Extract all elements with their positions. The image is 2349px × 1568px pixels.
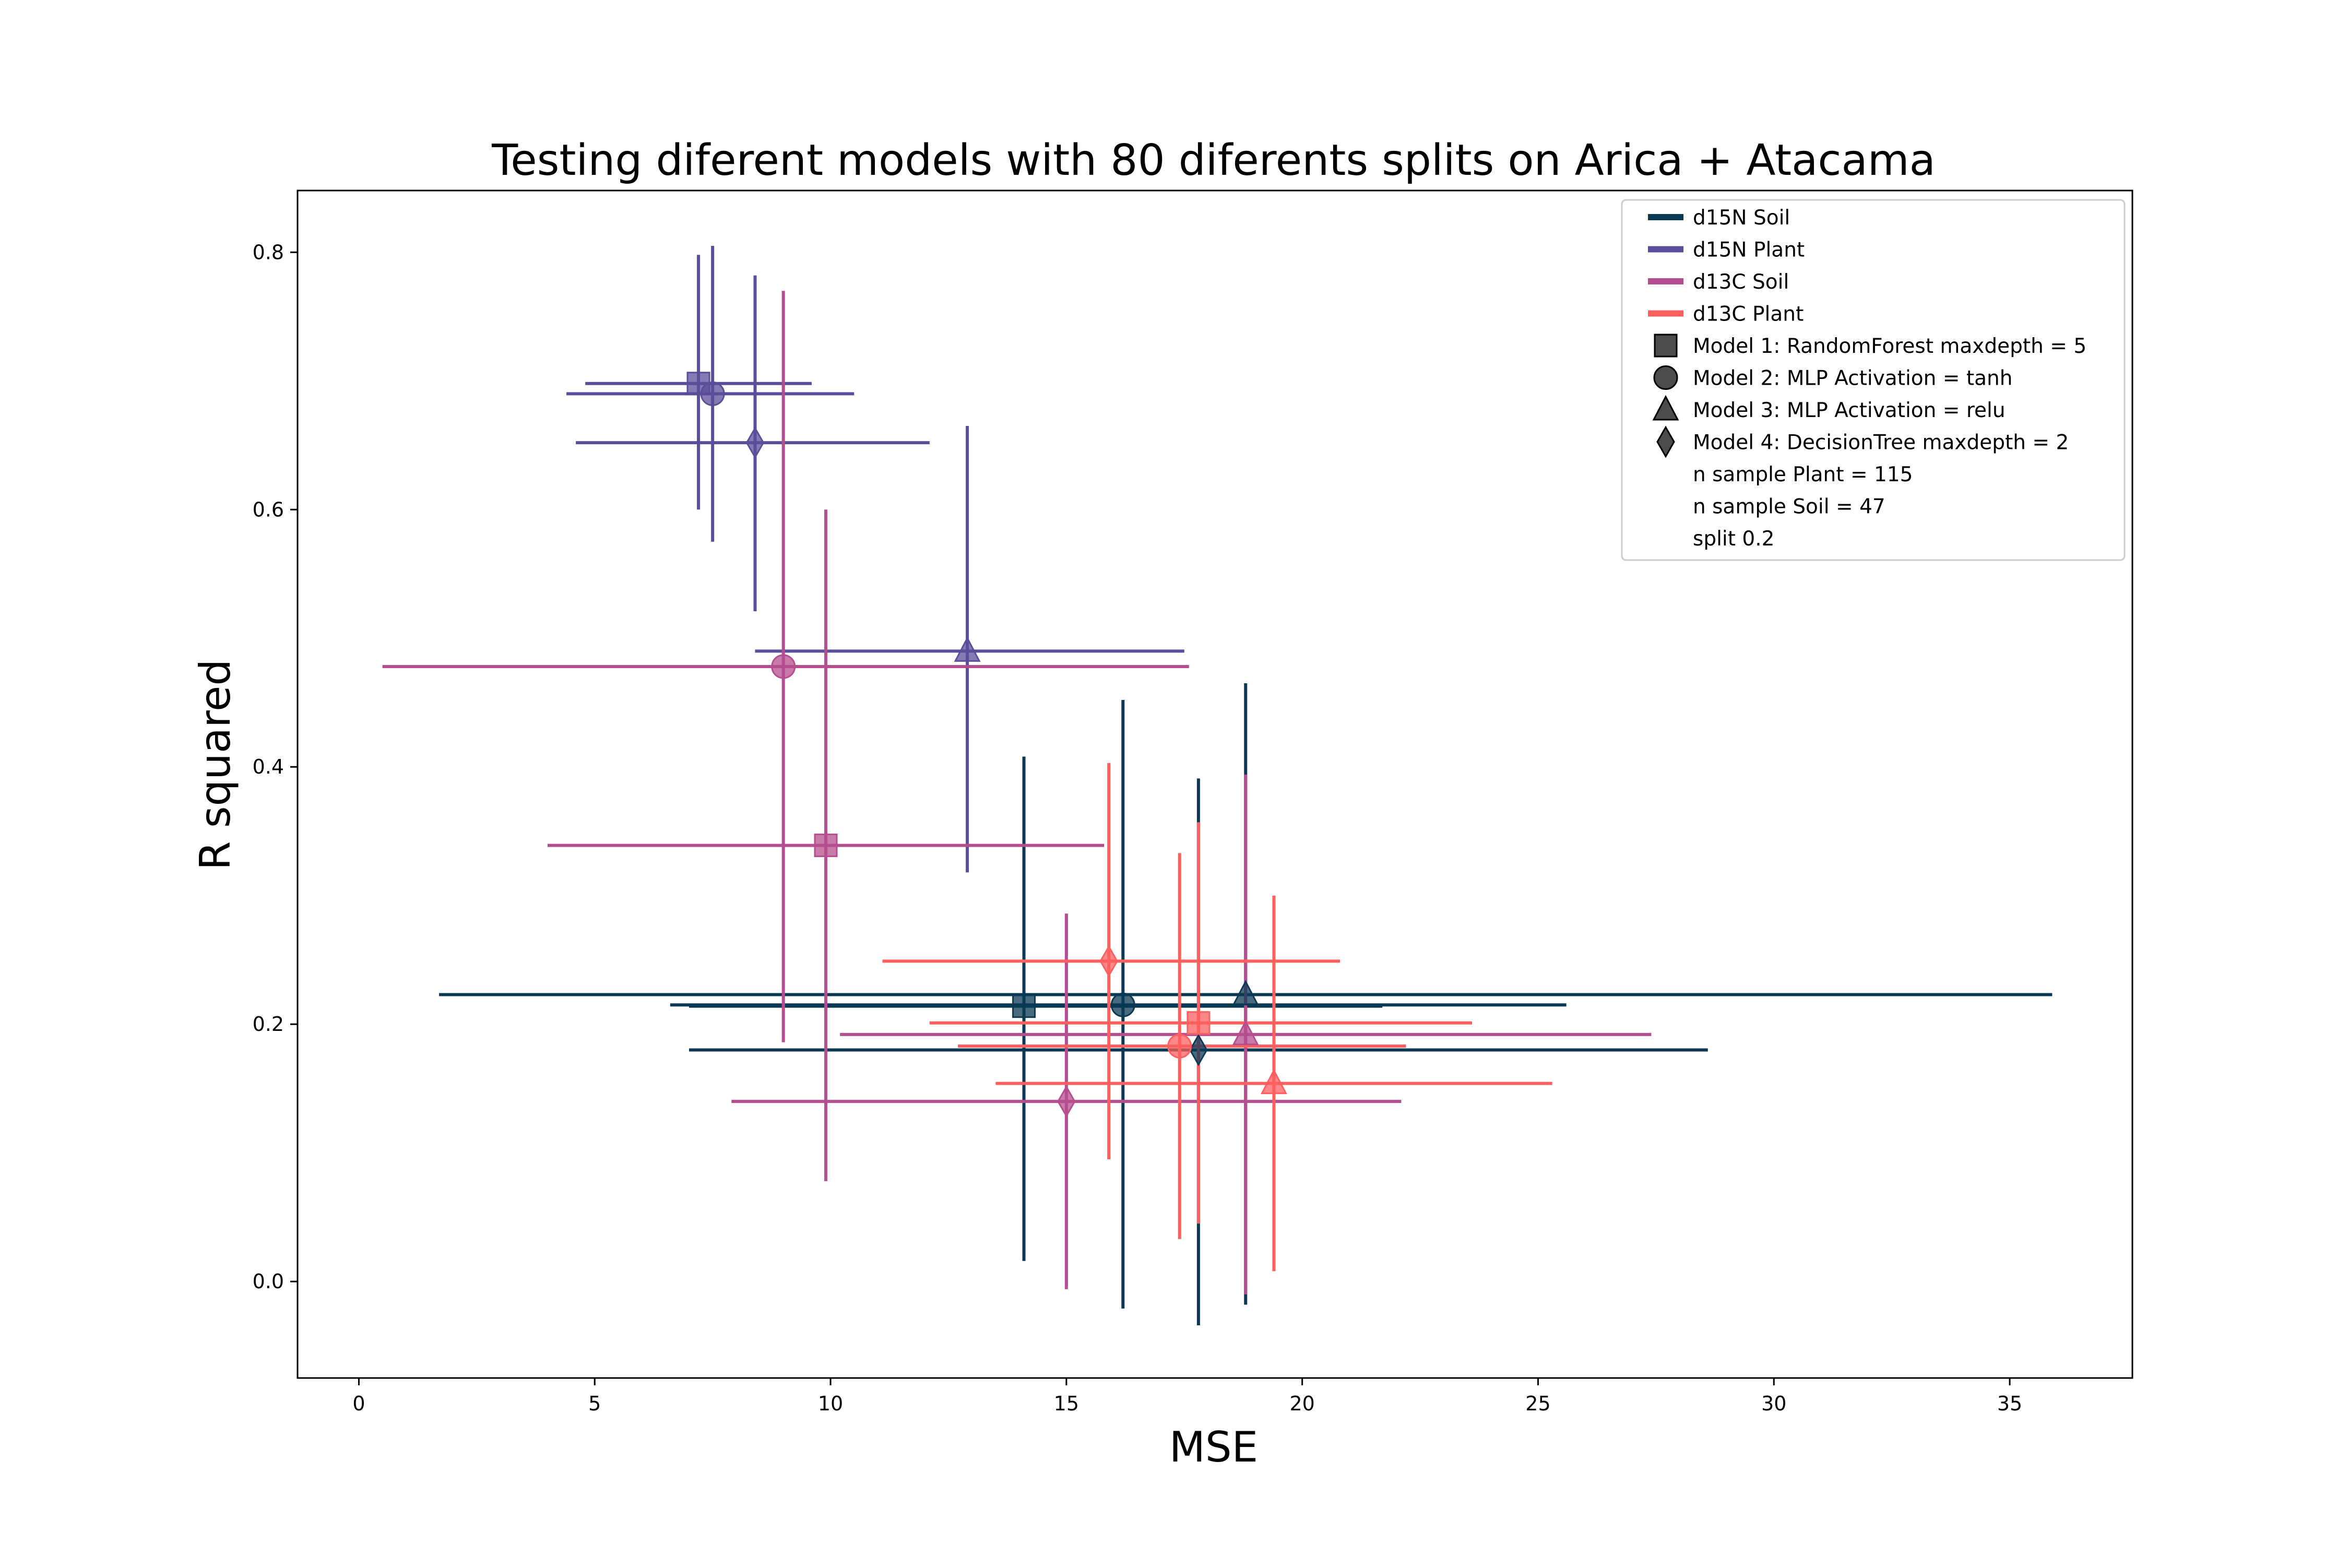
data-point [1232, 1019, 1259, 1046]
legend-marker-triangle [1652, 395, 1679, 421]
markers-d13c-soil [771, 654, 1259, 1118]
x-tick-label: 20 [1289, 1392, 1314, 1415]
data-point [1260, 1068, 1287, 1095]
y-tick-label: 0.4 [253, 755, 284, 778]
legend-marker-diamond [1656, 425, 1675, 458]
y-tick-label: 0.2 [253, 1013, 284, 1036]
legend-label: Model 1: RandomForest maxdepth = 5 [1693, 335, 2086, 358]
legend-marker-circle [1653, 365, 1678, 390]
chart-title: Testing diferent models with 80 diferent… [491, 136, 1936, 185]
series-d13c-soil [382, 291, 1652, 1294]
x-tick-label: 10 [818, 1392, 843, 1415]
legend-label: d13C Plant [1693, 303, 1804, 326]
legend: d15N Soil d15N Plant d13C Soil d13C Plant Mo… [1621, 199, 2126, 561]
x-tick-label: 25 [1525, 1392, 1550, 1415]
x-axis: 0 5 10 15 20 25 30 35 [352, 1378, 2022, 1415]
markers-d15n-soil [1012, 980, 1259, 1066]
y-tick-label: 0.0 [253, 1270, 284, 1293]
legend-note: n sample Soil = 47 [1693, 495, 1885, 519]
legend-note: n sample Plant = 115 [1693, 463, 1913, 486]
y-tick-label: 0.8 [253, 241, 284, 264]
legend-label: d15N Soil [1693, 206, 1790, 230]
legend-marker-square [1654, 334, 1678, 358]
data-point [700, 381, 725, 406]
markers-d15n-plant [686, 372, 981, 662]
legend-label: Model 4: DecisionTree maxdepth = 2 [1693, 431, 2069, 455]
legend-label: d13C Soil [1693, 270, 1789, 294]
series-d13c-plant [882, 763, 1552, 1272]
plot-frame [296, 189, 2133, 1379]
series-d15n-plant [566, 245, 1184, 873]
data-point [745, 426, 765, 459]
x-axis-label: MSE [1169, 1423, 1258, 1471]
legend-label: d15N Plant [1693, 239, 1805, 262]
data-point [814, 834, 838, 858]
y-axis: 0.0 0.2 0.4 0.6 0.8 [253, 241, 298, 1293]
data-point [1187, 1011, 1211, 1035]
data-point [1057, 1085, 1076, 1118]
x-tick-label: 5 [588, 1392, 601, 1415]
markers-d13c-plant [1099, 945, 1287, 1095]
legend-box [1621, 199, 2126, 561]
data-point [1167, 1034, 1192, 1059]
y-tick-label: 0.6 [253, 498, 284, 521]
data-point [1232, 980, 1259, 1005]
legend-note: split 0.2 [1693, 527, 1774, 551]
data-point [1189, 1034, 1208, 1066]
data-point [954, 636, 981, 662]
x-tick-label: 35 [1997, 1392, 2022, 1415]
legend-label: Model 3: MLP Activation = relu [1693, 399, 2006, 422]
y-axis-label: R squared [191, 659, 240, 870]
legend-label: Model 2: MLP Activation = tanh [1693, 367, 2012, 390]
x-tick-label: 15 [1054, 1392, 1079, 1415]
data-point [771, 654, 796, 679]
data-point [1012, 994, 1036, 1018]
data-point [1110, 992, 1135, 1017]
x-tick-label: 0 [352, 1392, 365, 1415]
x-tick-label: 30 [1761, 1392, 1786, 1415]
plot-area [296, 189, 2133, 1379]
data-point [1099, 945, 1118, 978]
